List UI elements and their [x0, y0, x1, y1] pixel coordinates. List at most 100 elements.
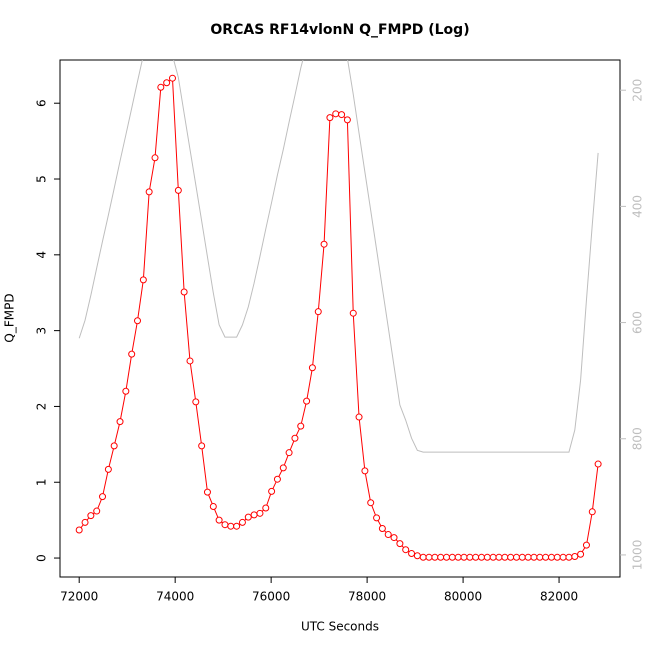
- data-point: [139, 276, 147, 284]
- y-tick-label: 6: [35, 99, 49, 107]
- data-point: [268, 487, 276, 495]
- data-point: [320, 240, 328, 248]
- data-point: [408, 550, 416, 557]
- data-point: [250, 511, 258, 519]
- data-point: [227, 522, 235, 530]
- y-tick-label: 4: [35, 251, 49, 259]
- data-point: [419, 553, 427, 561]
- data-point: [588, 508, 596, 516]
- data-point: [168, 74, 176, 82]
- data-point: [524, 553, 532, 561]
- data-point: [145, 188, 153, 196]
- data-point: [256, 509, 264, 517]
- data-point: [279, 464, 287, 472]
- data-point: [413, 552, 421, 560]
- data-point: [373, 514, 381, 522]
- data-point: [262, 504, 270, 512]
- data-point: [238, 518, 246, 526]
- y-tick-label: 0: [35, 554, 49, 562]
- data-point: [507, 553, 515, 561]
- data-point: [75, 526, 83, 534]
- data-point: [582, 541, 590, 549]
- data-point: [314, 308, 322, 316]
- y2-tick-label: 400: [631, 195, 645, 218]
- data-point: [203, 488, 211, 496]
- data-point: [518, 553, 526, 561]
- series-line: [78, 77, 599, 558]
- chart-title: ORCAS RF14vlonN Q_FMPD (Log): [210, 22, 469, 38]
- x-tick-label: 82000: [540, 590, 578, 604]
- y-axis-label: Q_FMPD: [3, 293, 17, 342]
- data-point: [349, 309, 357, 317]
- data-point: [443, 553, 451, 561]
- data-point: [495, 553, 503, 561]
- data-point: [180, 288, 188, 296]
- data-point: [478, 553, 486, 561]
- data-point: [402, 546, 410, 554]
- y2-tick-label: 600: [631, 311, 645, 334]
- data-point: [472, 553, 480, 561]
- data-point: [244, 513, 252, 521]
- data-point: [326, 114, 334, 122]
- y2-tick-label: 200: [631, 79, 645, 102]
- x-tick-label: 72000: [60, 590, 98, 604]
- data-point: [530, 553, 538, 561]
- data-point: [297, 422, 305, 430]
- data-point: [425, 553, 433, 561]
- data-point: [571, 553, 579, 561]
- data-point: [285, 449, 293, 457]
- y-tick-label: 3: [35, 327, 49, 335]
- data-point: [233, 522, 241, 530]
- data-point: [198, 442, 206, 450]
- data-point: [437, 553, 445, 561]
- y-tick-label: 2: [35, 403, 49, 411]
- data-point: [221, 521, 229, 529]
- data-point: [577, 550, 585, 558]
- data-point: [81, 518, 89, 526]
- data-point: [209, 503, 217, 510]
- data-point: [512, 553, 520, 561]
- data-point: [186, 357, 194, 365]
- data-point: [104, 465, 112, 473]
- data-point: [192, 398, 200, 406]
- x-tick-label: 76000: [252, 590, 290, 604]
- plot-frame: [59, 59, 621, 578]
- data-point: [542, 553, 550, 561]
- data-point: [332, 110, 340, 118]
- x-tick-label: 74000: [156, 590, 194, 604]
- data-point: [483, 553, 491, 561]
- plot-area: [75, 60, 602, 561]
- data-point: [559, 553, 567, 561]
- data-point: [361, 467, 369, 475]
- data-point: [99, 493, 107, 501]
- series-line: [78, 60, 599, 453]
- data-point: [384, 531, 392, 539]
- x-axis-label: UTC Seconds: [301, 620, 379, 634]
- data-point: [355, 413, 363, 421]
- data-point: [454, 553, 462, 561]
- data-point: [116, 418, 124, 426]
- data-point: [448, 553, 456, 561]
- data-point: [291, 434, 299, 442]
- data-point: [163, 79, 171, 87]
- data-point: [273, 475, 281, 483]
- x-tick-label: 78000: [348, 590, 386, 604]
- y2-tick-label: 1000: [631, 540, 645, 571]
- data-point: [466, 553, 474, 561]
- data-point: [594, 460, 602, 468]
- data-point: [396, 540, 404, 548]
- data-point: [489, 553, 497, 561]
- data-point: [303, 397, 311, 405]
- data-point: [110, 442, 118, 450]
- x-tick-label: 80000: [444, 590, 482, 604]
- data-point: [157, 83, 165, 91]
- y-tick-label: 1: [35, 478, 49, 486]
- data-point: [390, 534, 398, 542]
- data-point: [122, 387, 130, 395]
- data-point: [565, 553, 573, 561]
- data-point: [87, 512, 95, 520]
- data-point: [93, 507, 101, 515]
- data-point: [128, 350, 136, 358]
- data-point: [460, 553, 468, 561]
